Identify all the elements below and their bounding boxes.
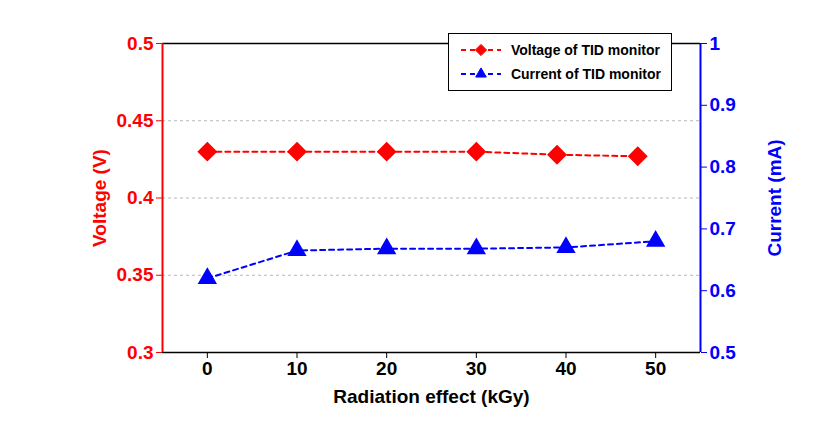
svg-text:Voltage (V): Voltage (V)	[89, 149, 110, 247]
svg-text:Radiation effect (kGy): Radiation effect (kGy)	[333, 386, 529, 407]
svg-text:Current (mA): Current (mA)	[764, 139, 785, 256]
svg-text:0.7: 0.7	[710, 218, 736, 239]
svg-text:0.9: 0.9	[710, 94, 736, 115]
svg-text:0.35: 0.35	[117, 264, 154, 285]
svg-text:20: 20	[376, 358, 397, 379]
svg-text:0.8: 0.8	[710, 156, 736, 177]
svg-text:0.6: 0.6	[710, 280, 736, 301]
svg-text:0.5: 0.5	[127, 33, 154, 54]
svg-text:0.4: 0.4	[127, 187, 154, 208]
svg-text:10: 10	[286, 358, 307, 379]
html-text:Current of TID monitor: Current of TID monitor	[510, 66, 661, 82]
svg-text:40: 40	[555, 358, 576, 379]
svg-text:1: 1	[710, 33, 721, 54]
svg-text:0: 0	[202, 358, 213, 379]
svg-text:50: 50	[645, 358, 666, 379]
svg-text:0.5: 0.5	[710, 342, 737, 363]
html-text:Voltage of TID monitor: Voltage of TID monitor	[510, 42, 660, 58]
svg-text:0.3: 0.3	[127, 342, 153, 363]
svg-text:0.45: 0.45	[117, 110, 154, 131]
svg-text:30: 30	[466, 358, 487, 379]
